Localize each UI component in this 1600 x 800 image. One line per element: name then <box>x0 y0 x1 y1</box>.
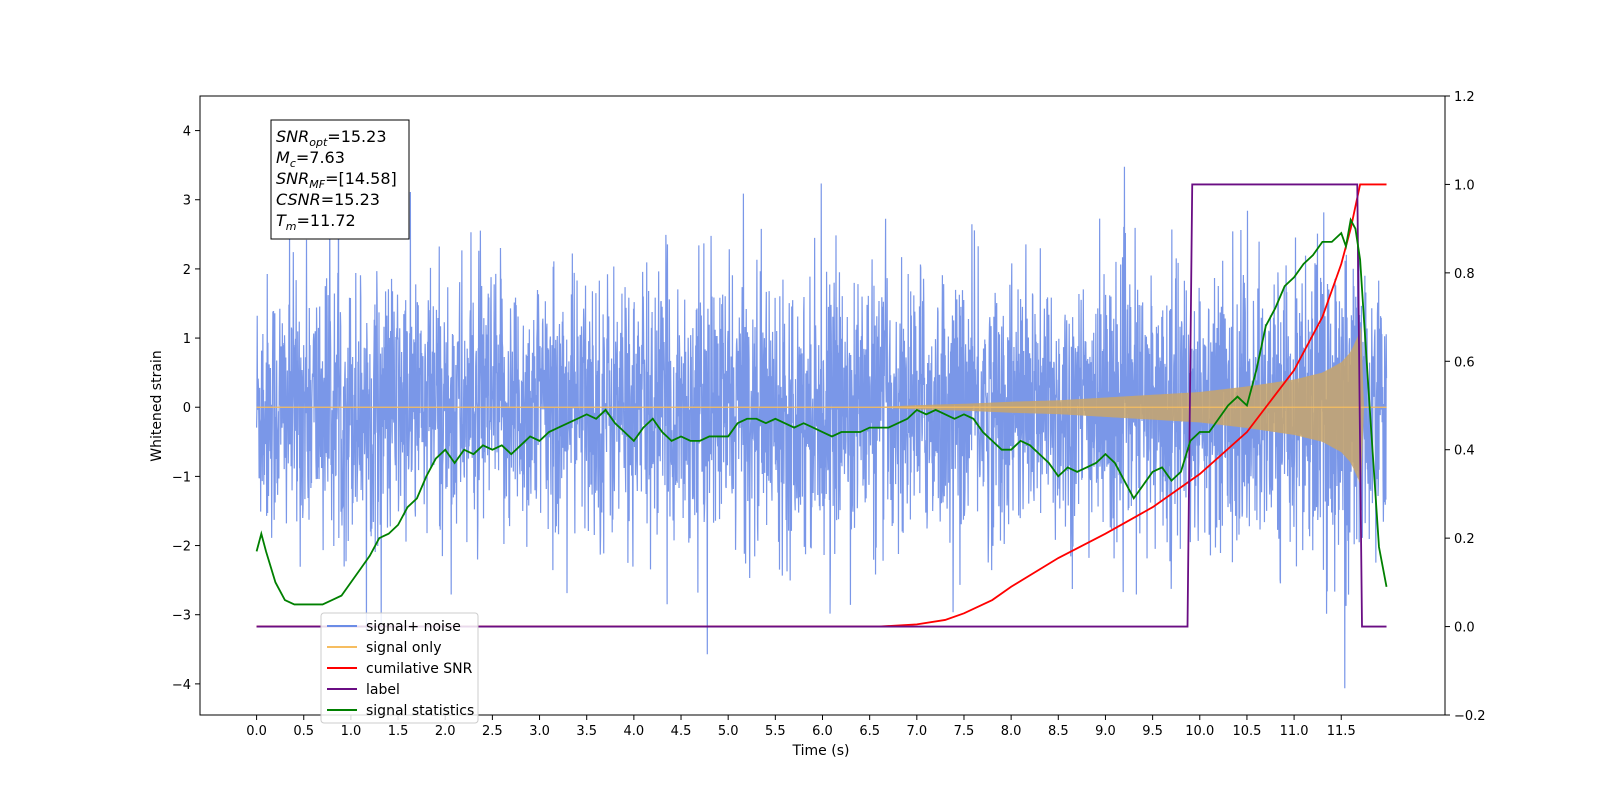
info-line: SNRMF=[14.58] <box>276 169 397 191</box>
info-box: SNRopt=15.23Mc=7.63SNRMF=[14.58]CSNR=15.… <box>270 119 410 240</box>
x-tick-label: 8.0 <box>1001 724 1022 739</box>
legend-entry: label <box>366 682 400 698</box>
y2-tick-label: 0.2 <box>1454 532 1475 547</box>
legend-entry: cumilative SNR <box>366 661 473 677</box>
series-signal-plus-noise <box>255 157 1388 689</box>
x-tick-label: 5.5 <box>765 724 786 739</box>
x-tick-label: 1.0 <box>341 724 362 739</box>
y-axis-label: Whitened strain <box>149 350 165 461</box>
legend-entry: signal only <box>366 640 441 656</box>
x-tick-label: 11.0 <box>1280 724 1309 739</box>
legend-entry: signal+ noise <box>366 619 461 635</box>
x-tick-label: 6.0 <box>812 724 833 739</box>
x-tick-label: 4.0 <box>624 724 645 739</box>
y-tick-label: −3 <box>172 609 191 624</box>
x-tick-label: 5.0 <box>718 724 739 739</box>
info-line: Mc=7.63 <box>276 148 345 170</box>
y-tick-label: 2 <box>183 263 191 278</box>
y-tick-label: 4 <box>183 125 191 140</box>
info-line: Tm=11.72 <box>276 211 356 233</box>
x-tick-label: 11.5 <box>1327 724 1356 739</box>
y2-tick-label: 1.0 <box>1454 178 1475 193</box>
y2-tick-label: −0.2 <box>1454 709 1486 724</box>
x-tick-label: 10.5 <box>1232 724 1261 739</box>
x-axis-label: Time (s) <box>792 743 850 759</box>
series-label <box>256 183 1387 628</box>
y-tick-label: −1 <box>172 470 191 485</box>
y2-tick-label: 0.8 <box>1454 267 1475 282</box>
x-tick-label: 4.5 <box>671 724 692 739</box>
x-tick-label: 1.5 <box>388 724 409 739</box>
x-tick-label: 10.0 <box>1185 724 1214 739</box>
y2-tick-label: 0.0 <box>1454 621 1475 636</box>
y2-tick-label: 1.2 <box>1454 90 1475 105</box>
x-tick-label: 8.5 <box>1048 724 1069 739</box>
y-tick-label: −2 <box>172 540 191 555</box>
x-tick-label: 9.5 <box>1142 724 1163 739</box>
y2-tick-label: 0.6 <box>1454 355 1475 370</box>
legend-entry: signal statistics <box>366 703 474 719</box>
info-line: CSNR=15.23 <box>276 190 380 209</box>
x-tick-label: 2.0 <box>435 724 456 739</box>
x-tick-label: 7.5 <box>954 724 975 739</box>
x-tick-label: 0.0 <box>246 724 267 739</box>
x-tick-label: 6.5 <box>859 724 880 739</box>
x-tick-label: 9.0 <box>1095 724 1116 739</box>
x-tick-label: 0.5 <box>293 724 314 739</box>
y-tick-label: 0 <box>183 401 191 416</box>
x-tick-label: 7.0 <box>906 724 927 739</box>
x-axis: 0.0 0.5 1.0 1.5 2.0 2.5 3.0 3.5 4.0 4.5 5.0 5.5 6.0 6… <box>246 715 1356 739</box>
y-tick-label: 1 <box>183 332 191 347</box>
y-tick-label: −4 <box>172 678 191 693</box>
y2-tick-label: 0.4 <box>1454 444 1475 459</box>
plot-area <box>255 157 1388 689</box>
x-tick-label: 3.5 <box>576 724 597 739</box>
info-line: SNRopt=15.23 <box>276 127 387 149</box>
y-tick-label: 3 <box>183 194 191 209</box>
legend: signal+ noise signal only cumilative SNR la… <box>320 612 479 724</box>
y-axis: 4 3 2 1 0 −1 −2 −3 −4 <box>172 125 200 693</box>
x-tick-label: 3.0 <box>529 724 550 739</box>
series-signal-statistics <box>255 217 1388 606</box>
y2-axis: 1.2 1.0 0.8 0.6 0.4 0.2 0.0 −0.2 <box>1445 90 1486 724</box>
x-tick-label: 2.5 <box>482 724 503 739</box>
series-cumilative-snr <box>256 183 1387 628</box>
